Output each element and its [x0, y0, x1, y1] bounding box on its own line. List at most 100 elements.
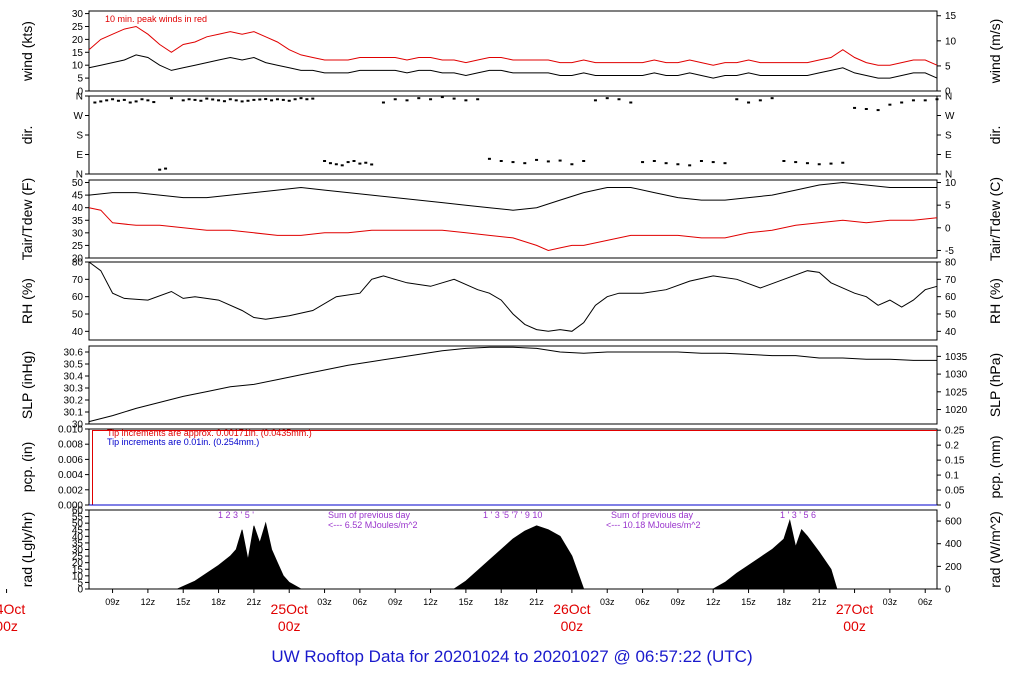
dir-ytick-right-label: E: [945, 150, 952, 161]
dir-point: [605, 97, 609, 100]
day-label-time: 00z: [278, 618, 301, 634]
dir-point: [770, 97, 774, 100]
x-tick-label: 06z: [635, 597, 650, 607]
dir-point: [164, 167, 168, 170]
day-label-date: 27Oct: [836, 601, 873, 617]
dir-point: [593, 99, 597, 102]
day-label-date: 25Oct: [271, 601, 308, 617]
temp-ytick-label: 45: [72, 191, 84, 202]
dir-point: [405, 99, 409, 102]
dir-point: [146, 99, 150, 102]
dir-point: [782, 160, 786, 162]
x-tick-label: 21z: [529, 597, 544, 607]
pcp-ylabel-right: pcp. (mm): [987, 436, 1003, 499]
rad-ytick-label: 20: [72, 558, 84, 569]
temp-series-1-line: [88, 207, 938, 252]
dir-point: [217, 99, 221, 102]
dir-point: [187, 98, 191, 101]
dir-point: [923, 99, 927, 102]
dir-point: [370, 163, 374, 166]
slp-ytick-right-label: 1020: [945, 405, 968, 416]
pcp-ytick-label: 0.010: [58, 425, 83, 436]
dir-point: [758, 99, 762, 102]
dir-ytick-label: N: [76, 92, 83, 103]
dir-point: [364, 161, 368, 164]
temp-ylabel-right: Tair/Tdew (C): [987, 177, 1003, 261]
temp-ytick-label: 25: [72, 241, 84, 252]
dir-point: [222, 100, 226, 103]
rh-ytick-right-label: 60: [945, 292, 957, 303]
rad-area: [177, 518, 838, 590]
x-tick-label: 21z: [812, 597, 827, 607]
dir-point: [264, 98, 268, 101]
x-tick-label: 03z: [317, 597, 332, 607]
x-tick-label: 12z: [706, 597, 721, 607]
dir-point: [158, 168, 162, 171]
rad-ytick-label: 35: [72, 538, 84, 549]
rad-hour-marks-day2: 1 ' 3 '5 '7 ' 9 10: [483, 510, 542, 520]
temp-ytick-right-label: -5: [945, 246, 954, 257]
day-label-time: 00z: [561, 618, 584, 634]
dir-point: [735, 98, 739, 101]
dir-point: [464, 99, 468, 102]
dir-point: [228, 98, 232, 101]
dir-ytick-right-label: S: [945, 131, 952, 142]
temp-ylabel-left: Tair/Tdew (F): [19, 178, 35, 260]
x-tick-label: 09z: [105, 597, 120, 607]
rad-ytick-label: 10: [72, 571, 84, 582]
dir-point: [140, 98, 144, 101]
wind-ytick-right-label: 15: [945, 11, 957, 22]
rad-ytick-label: 60: [72, 506, 84, 517]
rh-ytick-right-label: 70: [945, 275, 957, 286]
slp-ytick-label: 30: [72, 420, 84, 431]
rad-sum-label-a: Sum of previous day: [328, 510, 411, 520]
x-tick-label: 18z: [211, 597, 226, 607]
x-tick-label: 06z: [353, 597, 368, 607]
x-tick-label: 09z: [671, 597, 686, 607]
day-label-date: 24Oct: [0, 601, 25, 617]
temp-ytick-right-label: 10: [945, 178, 957, 189]
wind-frame: [88, 10, 938, 92]
dir-ytick-label: S: [76, 131, 83, 142]
dir-point: [299, 97, 303, 100]
dir-point: [911, 99, 915, 102]
rh-ytick-right-label: 40: [945, 327, 957, 338]
temp-ytick-label: 35: [72, 216, 84, 227]
dir-point: [128, 101, 132, 104]
dir-point: [169, 97, 173, 100]
dir-point: [116, 99, 120, 102]
dir-point: [652, 160, 656, 162]
wind-ytick-label: 25: [72, 22, 84, 33]
rad-hour-marks-day3: 1 ' 3 ' 5 6: [780, 510, 816, 520]
rad-ytick-right-label: 200: [945, 562, 962, 573]
dir-point: [817, 163, 821, 166]
dir-ylabel-left: dir.: [19, 126, 35, 145]
wind-ytick-label: 15: [72, 48, 84, 59]
rad-sum-value-b: <--- 10.18 MJoules/m^2: [606, 520, 701, 530]
wind-ylabel-left: wind (kts): [19, 21, 35, 82]
dir-point: [311, 97, 315, 100]
pcp-ytick-label: 0.008: [58, 440, 83, 451]
x-tick-label: 12z: [141, 597, 156, 607]
dir-point: [246, 99, 250, 102]
dir-point: [281, 98, 285, 101]
dir-point: [258, 98, 262, 101]
dir-point: [829, 162, 833, 165]
dir-point: [558, 159, 562, 162]
slp-series-0-line: [88, 346, 937, 423]
rad-hour-marks-day1: 1 2 3 ' 5 ': [218, 510, 254, 520]
pcp-ylabel-left: pcp. (in): [19, 442, 35, 493]
dir-point: [346, 161, 350, 164]
dir-point: [334, 163, 338, 166]
pcp-ytick-right-label: 0.1: [945, 471, 959, 482]
wind-series-0-line: [88, 54, 938, 79]
wind-ytick-label: 5: [77, 74, 83, 85]
rad-ylabel-left: rad (Lgly/hr): [19, 512, 35, 587]
rh-frame: [88, 261, 938, 341]
dir-point: [417, 97, 421, 100]
dir-point: [487, 157, 491, 160]
slp-frame: [88, 345, 938, 425]
temp-ytick-label: 50: [72, 178, 84, 189]
slp-ylabel-right: SLP (hPa): [987, 353, 1003, 417]
